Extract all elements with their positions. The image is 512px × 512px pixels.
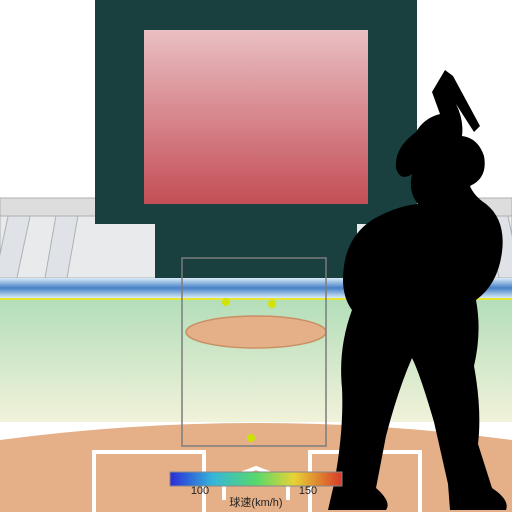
speed-colorbar [170, 472, 342, 486]
legend-tick-label: 100 [191, 485, 209, 497]
pitch-marker [268, 300, 276, 308]
pitch-marker [247, 434, 255, 442]
scoreboard-screen [144, 30, 368, 204]
pitchers-mound [186, 316, 326, 348]
legend-axis-label: 球速(km/h) [229, 495, 282, 509]
legend-tick-label: 150 [299, 485, 317, 497]
pitch-marker [222, 298, 230, 306]
